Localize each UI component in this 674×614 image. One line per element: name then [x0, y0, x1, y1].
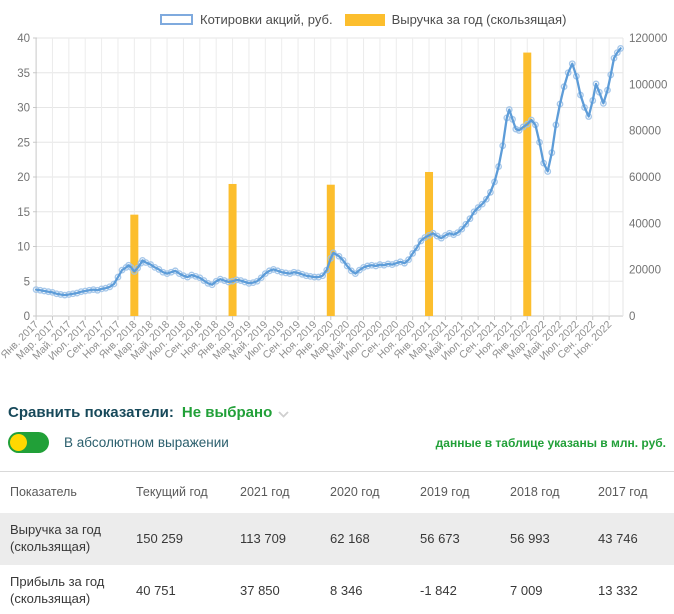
financials-table: Показатель Текущий год 2021 год 2020 год…	[0, 471, 674, 614]
revenue-bar[interactable]	[425, 171, 434, 316]
legend-item-quotes[interactable]: Котировки акций, руб.	[160, 12, 333, 27]
price-marker	[110, 280, 118, 288]
price-marker	[409, 250, 417, 257]
legend-item-revenue[interactable]: Выручка за год (скользящая)	[344, 12, 567, 27]
price-marker	[478, 200, 486, 208]
profit-2018: 7 009	[510, 583, 543, 599]
right-axis-label: 60000	[629, 172, 661, 184]
price-marker	[523, 120, 531, 128]
toggle-knob	[10, 434, 27, 451]
col-header-current-year: Текущий год	[136, 485, 208, 499]
compare-row: Сравнить показатели: Не выбрано	[8, 404, 666, 421]
left-axis-label: 25	[17, 137, 30, 149]
price-marker	[127, 263, 135, 271]
col-header-2017: 2017 год	[598, 485, 648, 499]
price-marker	[613, 49, 621, 56]
price-marker	[470, 208, 478, 216]
toggle-row: В абсолютном выражении данные в таблице …	[8, 432, 666, 453]
profit-2019: -1 842	[420, 583, 457, 599]
col-header-2018: 2018 год	[510, 485, 560, 499]
col-header-indicator: Показатель	[10, 485, 77, 499]
price-marker	[335, 252, 343, 260]
revenue-bar[interactable]	[130, 214, 139, 316]
price-marker	[257, 274, 265, 282]
revenue-2019: 56 673	[420, 531, 460, 547]
compare-value-text: Не выбрано	[181, 404, 273, 421]
left-axis-label: 40	[17, 33, 30, 45]
toggle-label: В абсолютном выражении	[64, 435, 229, 450]
left-axis-label: 20	[17, 172, 30, 184]
profit-current: 40 751	[136, 583, 176, 599]
revenue-bar[interactable]	[228, 183, 237, 316]
right-axis-label: 100000	[629, 79, 667, 91]
row-label-profit: Прибыль за год (скользящая)	[10, 573, 105, 606]
revenue-bar[interactable]	[326, 184, 335, 316]
col-header-2021: 2021 год	[240, 485, 290, 499]
left-axis-label: 5	[24, 276, 30, 288]
bar-series-swatch-icon	[344, 13, 385, 26]
right-axis-label: 80000	[629, 126, 661, 138]
table-row-revenue: Выручка за год (скользящая) 150 259 113 …	[0, 513, 674, 565]
legend-label-quotes: Котировки акций, руб.	[200, 12, 333, 27]
price-marker	[617, 45, 624, 52]
col-header-2019: 2019 год	[420, 485, 470, 499]
price-marker	[462, 220, 470, 228]
chart-legend: Котировки акций, руб. Выручка за год (ск…	[160, 12, 566, 27]
line-series-swatch-icon	[160, 14, 193, 25]
profit-2021: 37 850	[240, 583, 280, 599]
revenue-2018: 56 993	[510, 531, 550, 547]
compare-label: Сравнить показатели:	[8, 404, 174, 421]
table-header-row: Показатель Текущий год 2021 год 2020 год…	[0, 472, 674, 514]
left-axis-label: 30	[17, 103, 30, 115]
price-marker	[339, 256, 347, 264]
left-axis-label: 35	[17, 68, 30, 80]
revenue-2017: 43 746	[598, 531, 638, 547]
table-units-note: данные в таблице указаны в млн. руб.	[435, 435, 666, 450]
compare-value-dropdown[interactable]: Не выбрано	[182, 404, 289, 421]
price-marker	[527, 116, 535, 124]
right-axis-label: 120000	[629, 33, 667, 45]
right-axis-label: 20000	[629, 265, 661, 277]
price-marker	[454, 229, 462, 237]
row-label-revenue: Выручка за год (скользящая)	[10, 522, 101, 554]
price-marker	[134, 264, 142, 272]
profit-2020: 8 346	[330, 583, 363, 599]
chevron-down-icon	[278, 411, 289, 418]
price-line	[34, 47, 622, 297]
revenue-bar[interactable]	[523, 52, 532, 316]
price-marker	[474, 204, 482, 211]
left-axis-label: 0	[24, 311, 30, 323]
absolute-values-toggle[interactable]	[8, 432, 49, 453]
price-marker	[458, 225, 466, 233]
right-axis-label: 40000	[629, 218, 661, 230]
price-marker	[413, 244, 421, 252]
price-marker	[417, 237, 425, 245]
price-marker	[343, 262, 351, 270]
table-row-profit: Прибыль за год (скользящая) 40 751 37 85…	[0, 565, 674, 614]
price-marker	[405, 256, 412, 264]
legend-label-revenue: Выручка за год (скользящая)	[391, 12, 567, 27]
price-revenue-chart[interactable]: 0 5 10 15 20 25 30 35 40 0 20000 40000 60000 80000 100…	[0, 0, 674, 388]
left-axis-label: 15	[17, 207, 30, 219]
revenue-current: 150 259	[136, 531, 183, 547]
revenue-2020: 62 168	[330, 531, 370, 547]
left-axis-label: 10	[17, 242, 30, 254]
price-marker	[466, 215, 474, 223]
revenue-2021: 113 709	[240, 531, 287, 547]
profit-2017: 13 332	[598, 583, 638, 599]
right-axis-label: 0	[629, 311, 635, 323]
chart-section: Котировки акций, руб. Выручка за год (ск…	[0, 0, 674, 388]
price-marker	[114, 273, 122, 281]
price-marker	[482, 195, 490, 203]
col-header-2020: 2020 год	[330, 485, 380, 499]
price-marker	[351, 270, 359, 278]
